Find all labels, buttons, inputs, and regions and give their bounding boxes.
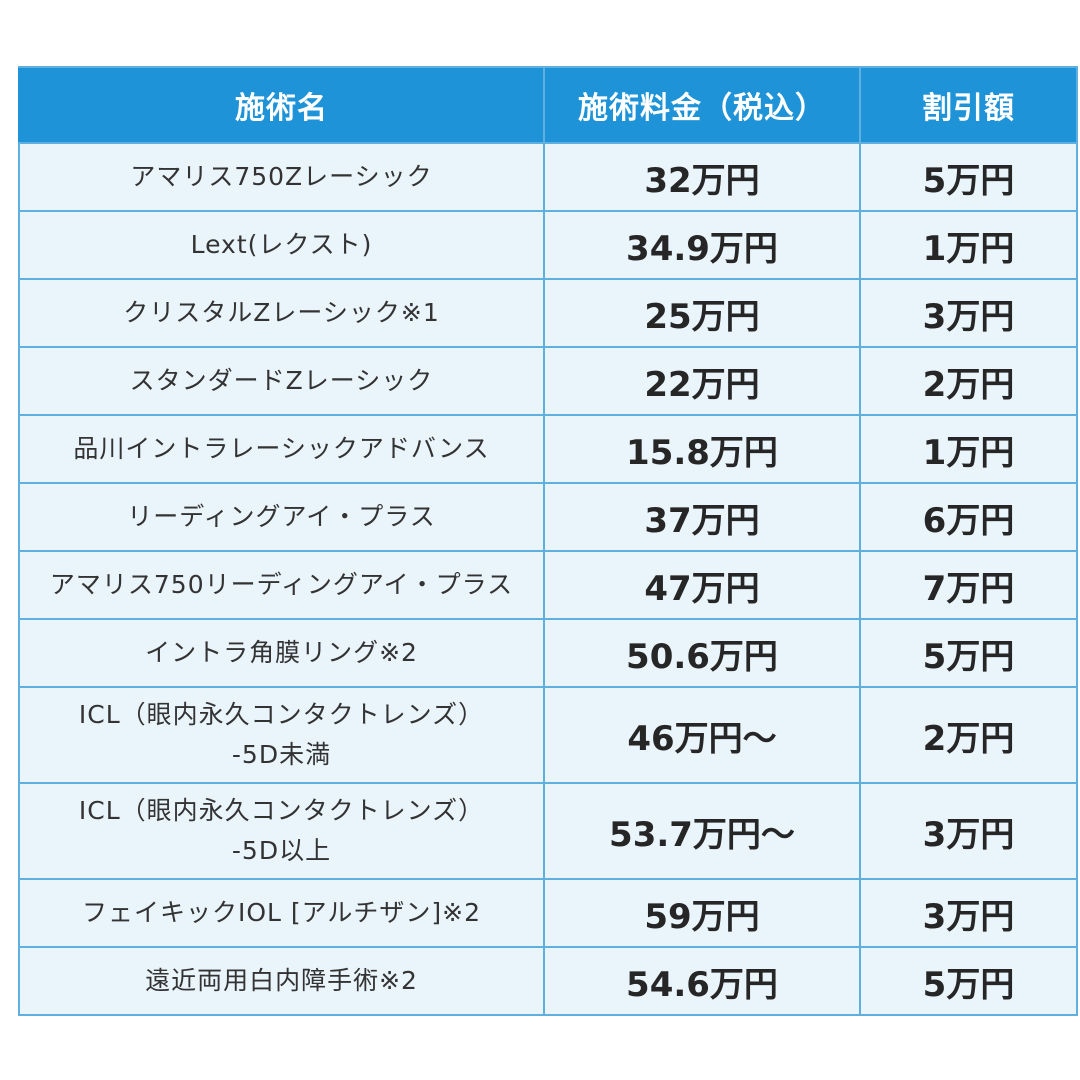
procedure-name: フェイキックIOL [アルチザン]※2 xyxy=(81,898,482,927)
header-name: 施術名 xyxy=(18,66,545,144)
price-table: 施術名 施術料金（税込） 割引額 アマリス750Zレーシック 32万円 5万円 Lex… xyxy=(18,66,1078,1016)
procedure-discount: 2万円 xyxy=(859,686,1078,784)
procedure-name-cell: ICL（眼内永久コンタクトレンズ） -5D以上 xyxy=(18,782,545,880)
procedure-name-note: -5D以上 xyxy=(231,836,332,865)
procedure-name: ICL（眼内永久コンタクトレンズ） xyxy=(78,796,485,825)
procedure-price: 47万円 xyxy=(543,550,861,620)
procedure-name: アマリス750Zレーシック xyxy=(130,162,433,191)
procedure-name-cell: フェイキックIOL [アルチザン]※2 xyxy=(18,878,545,948)
procedure-name: イントラ角膜リング※2 xyxy=(145,638,418,667)
table-body: アマリス750Zレーシック 32万円 5万円 Lext(レクスト) 34.9万円 1万円ク… xyxy=(18,142,1078,1016)
procedure-discount: 7万円 xyxy=(859,550,1078,620)
procedure-price: 22万円 xyxy=(543,346,861,416)
procedure-name-cell: リーディングアイ・プラス xyxy=(18,482,545,552)
procedure-name-cell: スタンダードZレーシック xyxy=(18,346,545,416)
procedure-name: リーディングアイ・プラス xyxy=(127,502,436,531)
table-row: 品川イントラレーシックアドバンス 15.8万円 1万円 xyxy=(18,414,1078,484)
procedure-name-cell: 遠近両用白内障手術※2 xyxy=(18,946,545,1016)
table-row: イントラ角膜リング※2 50.6万円 5万円 xyxy=(18,618,1078,688)
procedure-name: アマリス750リーディングアイ・プラス xyxy=(49,570,514,599)
table-row: ICL（眼内永久コンタクトレンズ） -5D以上 53.7万円〜 3万円 xyxy=(18,782,1078,880)
procedure-name: 品川イントラレーシックアドバンス xyxy=(73,434,490,463)
table-row: クリスタルZレーシック※1 25万円 3万円 xyxy=(18,278,1078,348)
table-row: スタンダードZレーシック 22万円 2万円 xyxy=(18,346,1078,416)
procedure-price: 54.6万円 xyxy=(543,946,861,1016)
table-row: アマリス750リーディングアイ・プラス 47万円 7万円 xyxy=(18,550,1078,620)
table-row: リーディングアイ・プラス 37万円 6万円 xyxy=(18,482,1078,552)
procedure-discount: 1万円 xyxy=(859,414,1078,484)
procedure-discount: 6万円 xyxy=(859,482,1078,552)
procedure-discount: 5万円 xyxy=(859,142,1078,212)
procedure-price: 25万円 xyxy=(543,278,861,348)
procedure-price: 15.8万円 xyxy=(543,414,861,484)
table-row: アマリス750Zレーシック 32万円 5万円 xyxy=(18,142,1078,212)
procedure-name: ICL（眼内永久コンタクトレンズ） xyxy=(78,700,485,729)
procedure-price: 59万円 xyxy=(543,878,861,948)
header-discount: 割引額 xyxy=(859,66,1078,144)
table-row: Lext(レクスト) 34.9万円 1万円 xyxy=(18,210,1078,280)
table-row: フェイキックIOL [アルチザン]※2 59万円 3万円 xyxy=(18,878,1078,948)
procedure-price: 32万円 xyxy=(543,142,861,212)
procedure-name: クリスタルZレーシック※1 xyxy=(123,298,440,327)
procedure-discount: 2万円 xyxy=(859,346,1078,416)
procedure-name-cell: アマリス750リーディングアイ・プラス xyxy=(18,550,545,620)
procedure-discount: 1万円 xyxy=(859,210,1078,280)
procedure-name-cell: ICL（眼内永久コンタクトレンズ） -5D未満 xyxy=(18,686,545,784)
header-price: 施術料金（税込） xyxy=(543,66,861,144)
procedure-name-note: -5D未満 xyxy=(231,740,332,769)
header-row: 施術名 施術料金（税込） 割引額 xyxy=(18,66,1078,144)
procedure-name: Lext(レクスト) xyxy=(190,230,373,259)
procedure-name: スタンダードZレーシック xyxy=(129,366,434,395)
procedure-name-cell: 品川イントラレーシックアドバンス xyxy=(18,414,545,484)
procedure-price: 53.7万円〜 xyxy=(543,782,861,880)
procedure-price: 37万円 xyxy=(543,482,861,552)
procedure-discount: 3万円 xyxy=(859,782,1078,880)
procedure-name-cell: Lext(レクスト) xyxy=(18,210,545,280)
procedure-price: 50.6万円 xyxy=(543,618,861,688)
procedure-discount: 5万円 xyxy=(859,946,1078,1016)
procedure-discount: 5万円 xyxy=(859,618,1078,688)
procedure-price: 46万円〜 xyxy=(543,686,861,784)
procedure-price: 34.9万円 xyxy=(543,210,861,280)
procedure-discount: 3万円 xyxy=(859,878,1078,948)
procedure-discount: 3万円 xyxy=(859,278,1078,348)
procedure-name-cell: イントラ角膜リング※2 xyxy=(18,618,545,688)
table-row: ICL（眼内永久コンタクトレンズ） -5D未満 46万円〜 2万円 xyxy=(18,686,1078,784)
procedure-name-cell: クリスタルZレーシック※1 xyxy=(18,278,545,348)
procedure-name-cell: アマリス750Zレーシック xyxy=(18,142,545,212)
procedure-name: 遠近両用白内障手術※2 xyxy=(145,966,418,995)
table-row: 遠近両用白内障手術※2 54.6万円 5万円 xyxy=(18,946,1078,1016)
